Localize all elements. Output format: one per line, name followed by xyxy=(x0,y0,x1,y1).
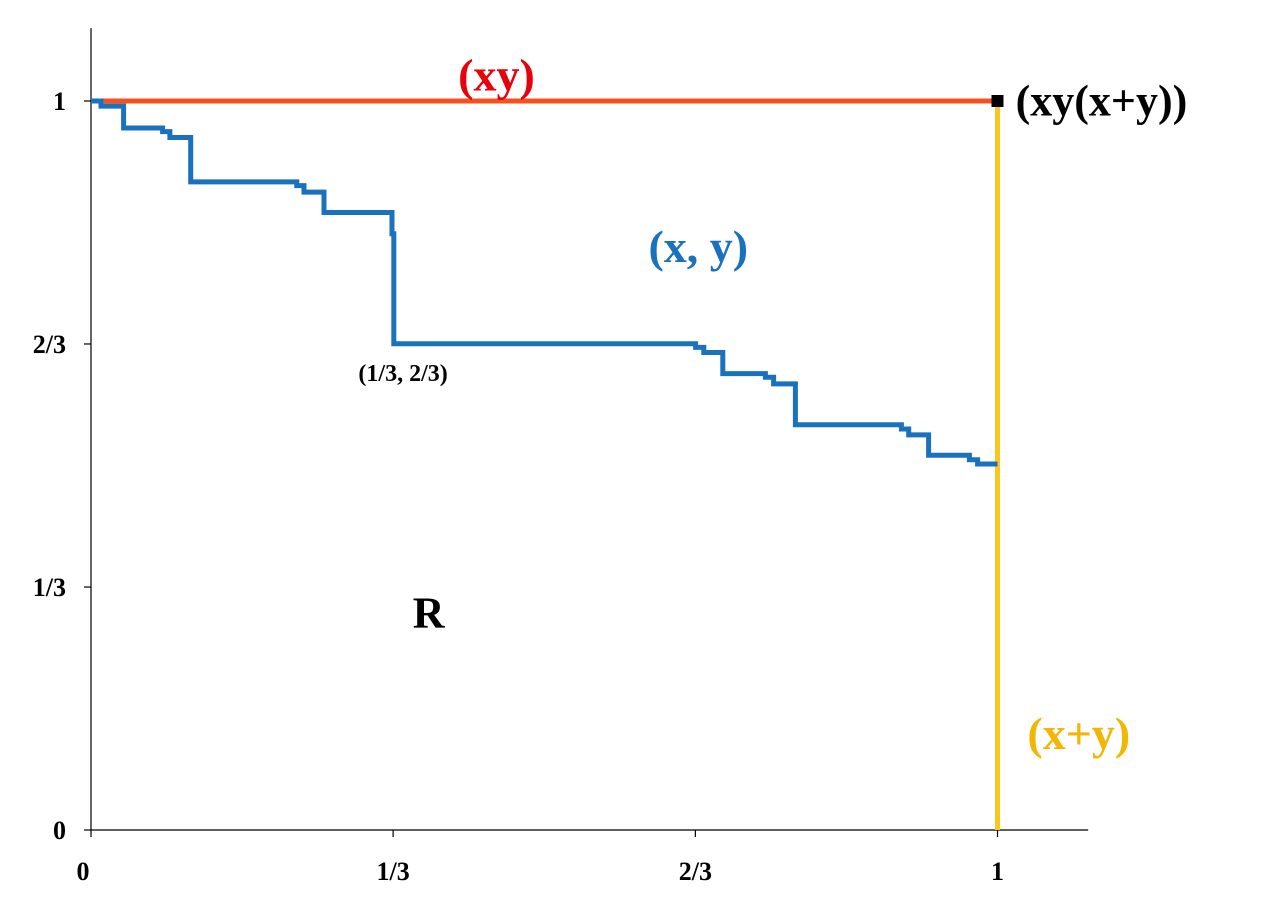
annotation-label: R xyxy=(413,588,446,637)
annotation-label: (x, y) xyxy=(648,221,748,272)
x-tick-label: 1/3 xyxy=(377,857,410,886)
x-tick-label: 2/3 xyxy=(679,857,712,886)
annotation-label: (xy(x+y)) xyxy=(1016,77,1188,126)
y-tick-label: 1/3 xyxy=(33,573,66,602)
series-layer xyxy=(91,95,1004,830)
annotation-label: (1/3, 2/3) xyxy=(358,361,447,387)
x-tick-label: 1 xyxy=(991,857,1004,886)
corner-marker xyxy=(991,95,1004,107)
y-tick-label: 0 xyxy=(53,816,66,845)
annotation-label: (xy) xyxy=(458,50,535,101)
series-line-x-y xyxy=(91,98,998,467)
axes xyxy=(84,28,1089,837)
y-tick-label: 2/3 xyxy=(33,330,66,359)
x-tick-label: 0 xyxy=(77,857,90,886)
annotations: (xy) (xy(x+y)) (x, y) (1/3, 2/3) R (x+y) xyxy=(358,50,1187,759)
annotation-label: (x+y) xyxy=(1027,708,1130,759)
y-tick-label: 1 xyxy=(53,87,66,116)
tick-labels: 0 1/3 2/3 1 0 1/3 2/3 1 xyxy=(33,87,1004,886)
